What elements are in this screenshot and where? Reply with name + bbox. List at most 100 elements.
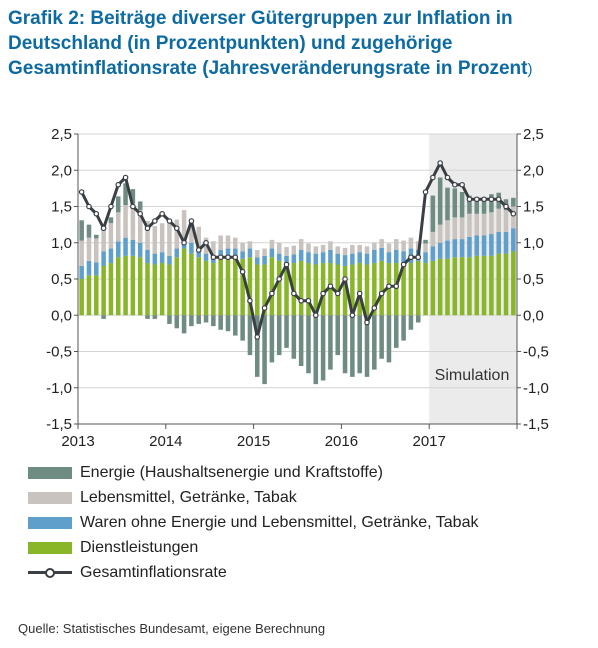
legend-label-gesamtinflationsrate: Gesamtinflationsrate [80,563,227,581]
inflation-point [459,181,465,188]
bar-waren [298,250,304,261]
bar-waren [335,253,341,265]
x-tick-label: 2014 [149,433,182,450]
inflation-point [415,254,422,261]
bar-lebensmittel [364,246,370,254]
bar-lebensmittel [196,226,201,249]
bar-energie [298,315,304,366]
inflation-point [144,225,151,232]
inflation-point [225,254,231,261]
bar-dienst [364,264,370,316]
bar-dienst [342,265,348,316]
bar-lebensmittel [115,212,121,242]
chart-title-paren: ) [527,61,533,78]
bar-waren [130,239,136,256]
bar-lebensmittel [79,240,84,266]
bar-waren [152,253,158,265]
bar-dienst [489,255,494,316]
y-tick-label-left: 1,5 [51,199,72,216]
bar-energie [474,199,480,214]
inflation-point [203,239,209,246]
inflation-point [181,239,187,246]
bar-lebensmittel [452,217,458,240]
bar-lebensmittel [445,220,450,241]
bar-energie [137,201,143,211]
bar-waren [145,250,150,264]
bar-lebensmittel [350,244,355,254]
inflation-point [173,225,180,232]
bar-energie [511,197,516,207]
inflation-point [503,203,509,210]
bar-dienst [108,263,114,316]
bar-energie [108,217,114,224]
bar-dienst [247,257,253,316]
bar-waren [284,255,289,265]
bar-energie [445,187,450,221]
bar-lebensmittel [357,244,362,253]
inflation-point [473,196,480,203]
legend-swatch-waren [28,516,72,529]
bar-waren [254,257,260,265]
inflation-point [378,290,385,297]
bar-dienst [481,255,487,316]
bar-dienst [254,264,260,316]
bar-energie [401,315,406,341]
inflation-point [349,312,356,319]
inflation-point [488,196,495,203]
bar-lebensmittel [262,248,267,256]
bar-waren [196,248,201,258]
inflation-point [452,181,458,188]
bar-lebensmittel [320,244,326,253]
inflation-point [100,225,107,232]
inflation-point [371,305,378,311]
bar-energie [313,315,319,385]
bar-waren [101,251,106,266]
y-tick-label-left: 0,5 [51,271,72,288]
bar-lebensmittel [481,213,487,236]
y-tick-label-left: -1,5 [46,416,72,433]
bar-dienst [276,260,282,316]
bar-waren [386,252,392,264]
inflation-point [108,203,114,210]
bar-energie [276,315,282,356]
bar-lebensmittel [137,210,143,243]
bar-energie [284,315,289,348]
y-tick-label-right: 1,0 [523,235,544,252]
bar-waren [372,250,377,264]
bar-dienst [350,264,355,316]
bar-energie [342,315,348,374]
inflation-point [356,290,363,297]
chart-title-text: Grafik 2: Beiträge diverser Gütergruppen… [8,8,528,79]
bar-lebensmittel [408,237,414,249]
inflation-point [159,210,165,217]
bar-dienst [181,248,187,316]
inflation-point [320,290,326,297]
bar-dienst [503,253,509,316]
legend-label-lebensmittel: Lebensmittel, Getränke, Tabak [80,488,297,506]
bar-lebensmittel [167,223,172,256]
bar-dienst [423,263,428,316]
bar-waren [364,253,370,265]
bar-lebensmittel [130,203,136,240]
y-tick-label-right: 0,0 [523,307,544,324]
bar-waren [313,253,319,265]
inflation-point [298,297,304,304]
bar-energie [101,315,106,319]
bar-energie [174,315,180,329]
y-tick-label-right: -1,5 [523,416,549,433]
bar-dienst [101,265,106,316]
bar-energie [394,315,399,348]
bar-dienst [123,255,128,316]
legend-item-energie: Energie (Haushaltsenergie und Kraftstoff… [28,460,478,485]
bar-energie [203,315,209,323]
bar-waren [94,262,99,276]
inflation-point [481,196,487,203]
chart-plot: -1,5 -1,5 -1,0 -1,0 -0,5 -0,5 0,0 0,0 0,5 0,5 1,0 1… [46,126,549,450]
inflation-point [422,189,429,195]
bar-waren [137,242,143,258]
bar-energie [306,315,311,374]
bar-dienst [233,255,238,316]
bar-lebensmittel [86,237,92,261]
inflation-point [269,290,275,297]
bar-energie [357,315,362,374]
